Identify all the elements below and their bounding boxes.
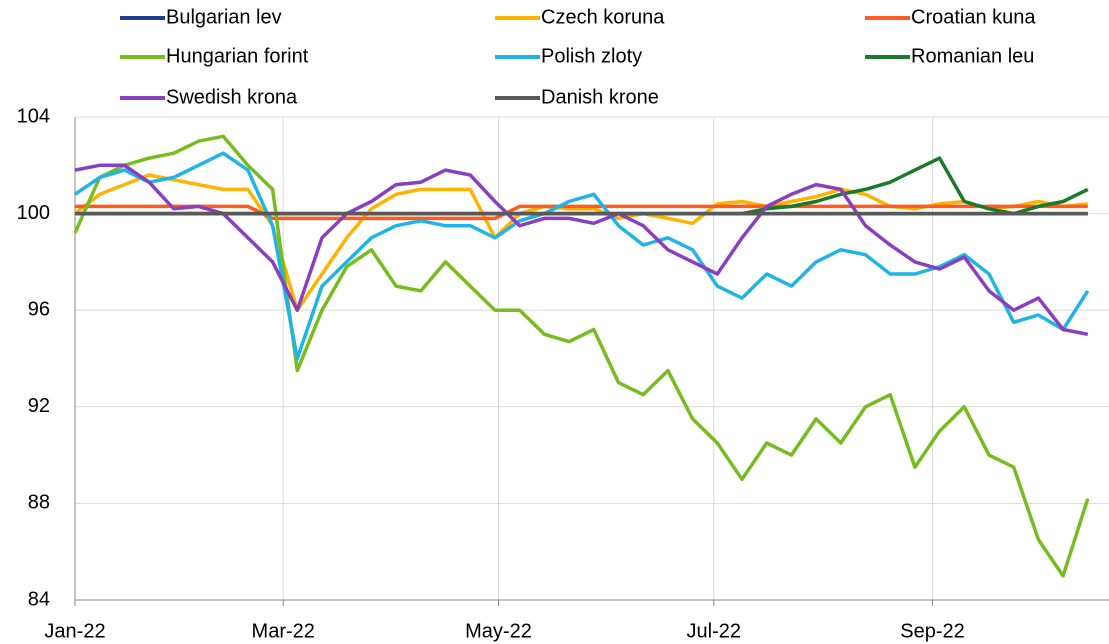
x-tick-label: Jan-22 [44,620,105,642]
legend-label: Bulgarian lev [166,6,282,28]
y-tick-label: 88 [28,492,50,514]
x-tick-label: Sep-22 [900,620,965,642]
x-tick-label: Mar-22 [252,620,315,642]
series-line [74,151,1090,361]
legend-label: Polish zloty [541,45,642,67]
y-tick-label: 104 [17,105,50,127]
series-line [73,134,1090,578]
legend-label: Danish krone [541,86,659,108]
series-line [75,204,1088,221]
legend-label: Swedish krona [166,86,298,108]
series-line [73,173,1088,312]
legend-label: Romanian leu [911,45,1034,67]
legend-label: Croatian kuna [911,6,1036,28]
legend-label: Hungarian forint [166,45,309,67]
y-tick-label: 84 [28,588,50,610]
legend-label: Czech koruna [541,6,665,28]
x-tick-label: May-22 [465,620,532,642]
x-tick-label: Jul-22 [687,620,741,642]
y-tick-label: 96 [28,298,50,320]
y-tick-label: 92 [28,395,50,417]
series-line [74,163,1089,337]
y-tick-label: 100 [17,202,50,224]
